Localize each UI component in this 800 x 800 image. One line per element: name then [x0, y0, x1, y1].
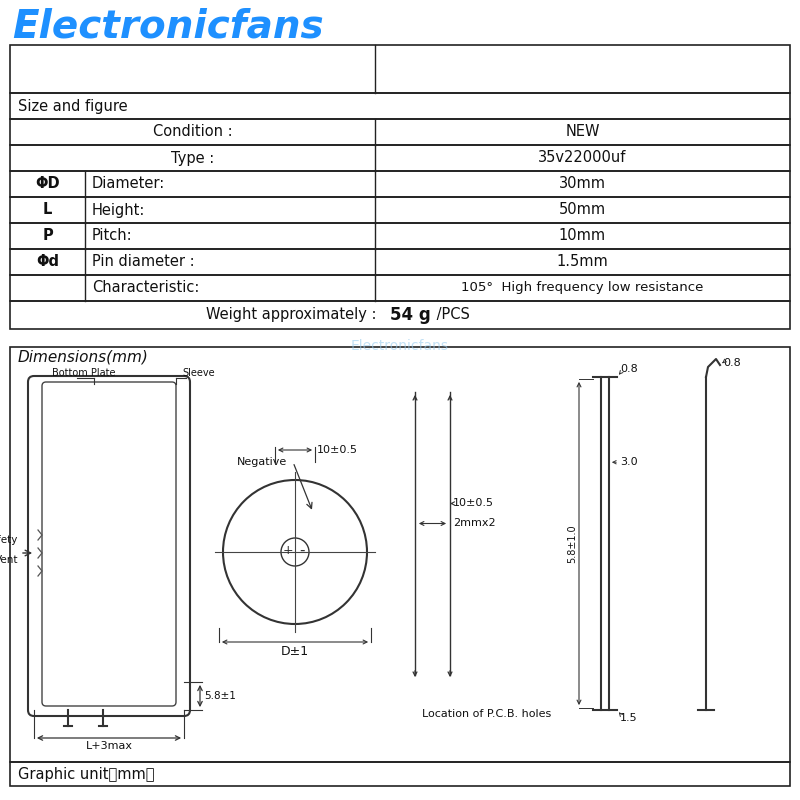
Text: NEW: NEW — [566, 125, 600, 139]
Text: Type :: Type : — [171, 150, 214, 166]
Text: 50mm: 50mm — [559, 202, 606, 218]
Text: 5.8±1: 5.8±1 — [204, 691, 236, 701]
Text: Pitch:: Pitch: — [92, 229, 133, 243]
Text: 0.8: 0.8 — [620, 364, 638, 374]
Text: 3.0: 3.0 — [620, 458, 638, 467]
Text: Weight approximately :: Weight approximately : — [206, 307, 390, 322]
Text: Height:: Height: — [92, 202, 146, 218]
Text: 0.8: 0.8 — [723, 358, 741, 368]
Text: Characteristic:: Characteristic: — [92, 281, 199, 295]
Text: 10±0.5: 10±0.5 — [317, 445, 358, 455]
Text: 35v22000uf: 35v22000uf — [538, 150, 626, 166]
Text: L+3max: L+3max — [86, 741, 133, 751]
Text: Pin diameter :: Pin diameter : — [92, 254, 194, 270]
Text: -: - — [299, 542, 305, 558]
Text: Vent: Vent — [0, 555, 18, 565]
Text: Safety: Safety — [0, 535, 18, 545]
Text: 54 g: 54 g — [390, 306, 430, 324]
Text: 105°  High frequency low resistance: 105° High frequency low resistance — [462, 282, 704, 294]
Text: Negative: Negative — [237, 457, 287, 467]
Text: ΦD: ΦD — [35, 177, 60, 191]
Text: 5.8±1.0: 5.8±1.0 — [567, 524, 577, 563]
Text: Bottom Plate: Bottom Plate — [52, 368, 116, 378]
Text: Sleeve: Sleeve — [182, 368, 214, 378]
Text: 10±0.5: 10±0.5 — [453, 498, 494, 509]
Text: L: L — [43, 202, 52, 218]
Text: 10mm: 10mm — [559, 229, 606, 243]
Text: P: P — [42, 229, 53, 243]
Text: Φd: Φd — [36, 254, 59, 270]
Text: 1.5: 1.5 — [620, 713, 638, 723]
Text: Condition :: Condition : — [153, 125, 232, 139]
Text: Graphic unit（mm）: Graphic unit（mm） — [18, 766, 154, 782]
Text: Electronicfans: Electronicfans — [12, 7, 324, 45]
Text: +: + — [282, 543, 294, 557]
Text: Size and figure: Size and figure — [18, 98, 128, 114]
Text: Diameter:: Diameter: — [92, 177, 166, 191]
Text: 2mmx2: 2mmx2 — [453, 518, 496, 529]
Text: Dimensions(mm): Dimensions(mm) — [18, 350, 149, 365]
Text: Electronicfans: Electronicfans — [351, 339, 449, 353]
Text: D±1: D±1 — [281, 645, 309, 658]
Text: Location of P.C.B. holes: Location of P.C.B. holes — [422, 709, 552, 719]
Text: /PCS: /PCS — [432, 307, 470, 322]
Text: 30mm: 30mm — [559, 177, 606, 191]
Text: 1.5mm: 1.5mm — [557, 254, 608, 270]
